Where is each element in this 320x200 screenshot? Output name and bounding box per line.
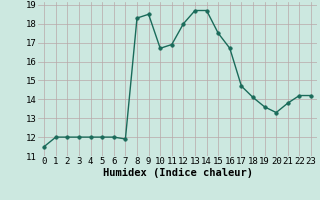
X-axis label: Humidex (Indice chaleur): Humidex (Indice chaleur) xyxy=(103,168,252,178)
